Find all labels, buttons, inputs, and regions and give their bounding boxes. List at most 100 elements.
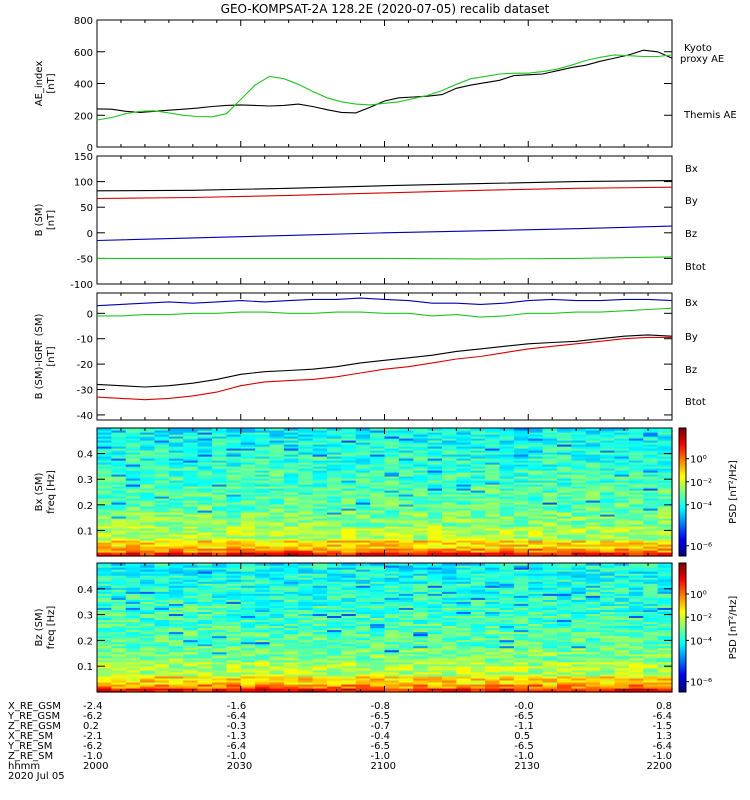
spectrogram-cell [585,669,601,673]
spectrogram-cell [111,516,127,519]
spectrogram-cell [557,667,572,671]
spectrogram-cell [470,631,486,635]
spectrogram-cell [240,665,256,669]
spectrogram-cell [384,460,400,463]
spectrogram-cell [197,486,213,489]
spectrogram-cell [341,534,357,537]
spectrogram-cell [341,508,357,511]
spectrogram-cell [269,440,285,443]
spectrogram-cell [384,528,400,531]
spectrogram-cell [499,689,515,693]
spectrogram-cell [542,633,558,637]
spectrogram-cell [600,454,616,457]
spectrogram-cell [283,589,299,592]
spectrogram-cell [442,554,457,557]
spectrogram-cell [456,619,472,623]
spectrogram-cell [125,675,141,679]
spectrogram-cell [341,649,357,653]
spectrogram-cell [585,627,601,631]
spectrogram-cell [197,532,213,535]
spectrogram-cell [657,462,673,465]
spectrogram-cell [355,647,371,651]
spectrogram-cell [240,502,256,505]
spectrogram-cell [657,637,673,641]
spectrogram-cell [97,532,112,535]
spectrogram-cell [312,685,328,689]
spectrogram-cell [528,589,544,592]
spectrogram-cell [470,432,486,435]
spectrogram-cell [557,448,572,451]
spectrogram-cell [398,619,414,623]
spectrogram-cell [528,530,544,533]
spectrogram-cell [585,548,601,551]
spectrogram-cell [614,460,630,463]
spectrogram-cell [140,506,156,509]
spectrogram-cell [298,597,314,600]
spectrogram-cell [312,522,328,525]
spectrogram-cell [168,498,184,501]
spectrogram-cell [384,438,400,441]
spectrogram-cell [427,544,443,547]
spectrogram-cell [312,552,328,555]
spectrogram-cell [628,667,644,671]
spectrogram-cell [657,595,673,598]
spectrogram-cell [298,532,314,535]
spectrogram-cell [442,490,457,493]
y-tick-label: -20 [77,360,93,371]
spectrogram-cell [557,462,572,465]
spectrogram-cell [183,534,199,537]
spectrogram-cell [212,677,227,681]
spectrogram-cell [585,484,601,487]
spectrogram-cell [528,631,544,635]
spectrogram-cell [513,605,529,608]
spectrogram-cell [370,524,386,527]
spectrogram-cell [327,440,342,443]
spectrogram-cell [528,542,544,545]
spectrogram-cell [125,446,141,449]
spectrogram-cell [628,601,644,604]
spectrogram-cell [197,653,213,657]
spectrogram-cell [255,609,271,612]
spectrogram-cell [168,681,184,685]
spectrogram-cell [197,643,213,647]
spectrogram-cell [212,472,227,475]
spectrogram-cell [140,494,156,497]
spectrogram-cell [154,607,170,610]
spectrogram-cell [456,679,472,683]
spectrogram-cell [212,599,227,602]
spectrogram-cell [600,595,616,598]
spectrogram-cell [628,548,644,551]
spectrogram-cell [398,478,414,481]
spectrogram-cell [485,687,501,691]
spectrogram-cell [140,657,156,661]
spectrogram-cell [470,552,486,555]
spectrogram-cell [269,625,285,629]
spectrogram-cell [298,432,314,435]
spectrogram-cell [298,623,314,627]
spectrogram-cell [413,428,429,431]
spectrogram-cell [528,486,544,489]
spectrogram-cell [571,589,587,592]
spectrogram-cell [427,671,443,675]
spectrogram-cell [398,448,414,451]
spectrogram-cell [571,546,587,549]
spectrogram-cell [283,550,299,553]
spectrogram-cell [384,456,400,459]
spectrogram-cell [312,613,328,617]
spectrogram-cell [197,651,213,655]
spectrogram-cell [470,540,486,543]
spectrogram-cell [97,663,112,667]
spectrogram-cell [298,478,314,481]
spectrogram-cell [140,522,156,525]
spectrogram-cell [413,641,429,645]
spectrogram-cell [456,432,472,435]
spectrogram-cell [341,494,357,497]
spectrogram-cell [298,454,314,457]
spectrogram-cell [269,609,285,612]
spectrogram-cell [470,512,486,515]
spectrogram-cell [154,649,170,653]
spectrogram-cell [499,506,515,509]
spectrogram-cell [226,675,242,679]
spectrogram-cell [657,665,673,669]
spectrogram-cell [542,454,558,457]
